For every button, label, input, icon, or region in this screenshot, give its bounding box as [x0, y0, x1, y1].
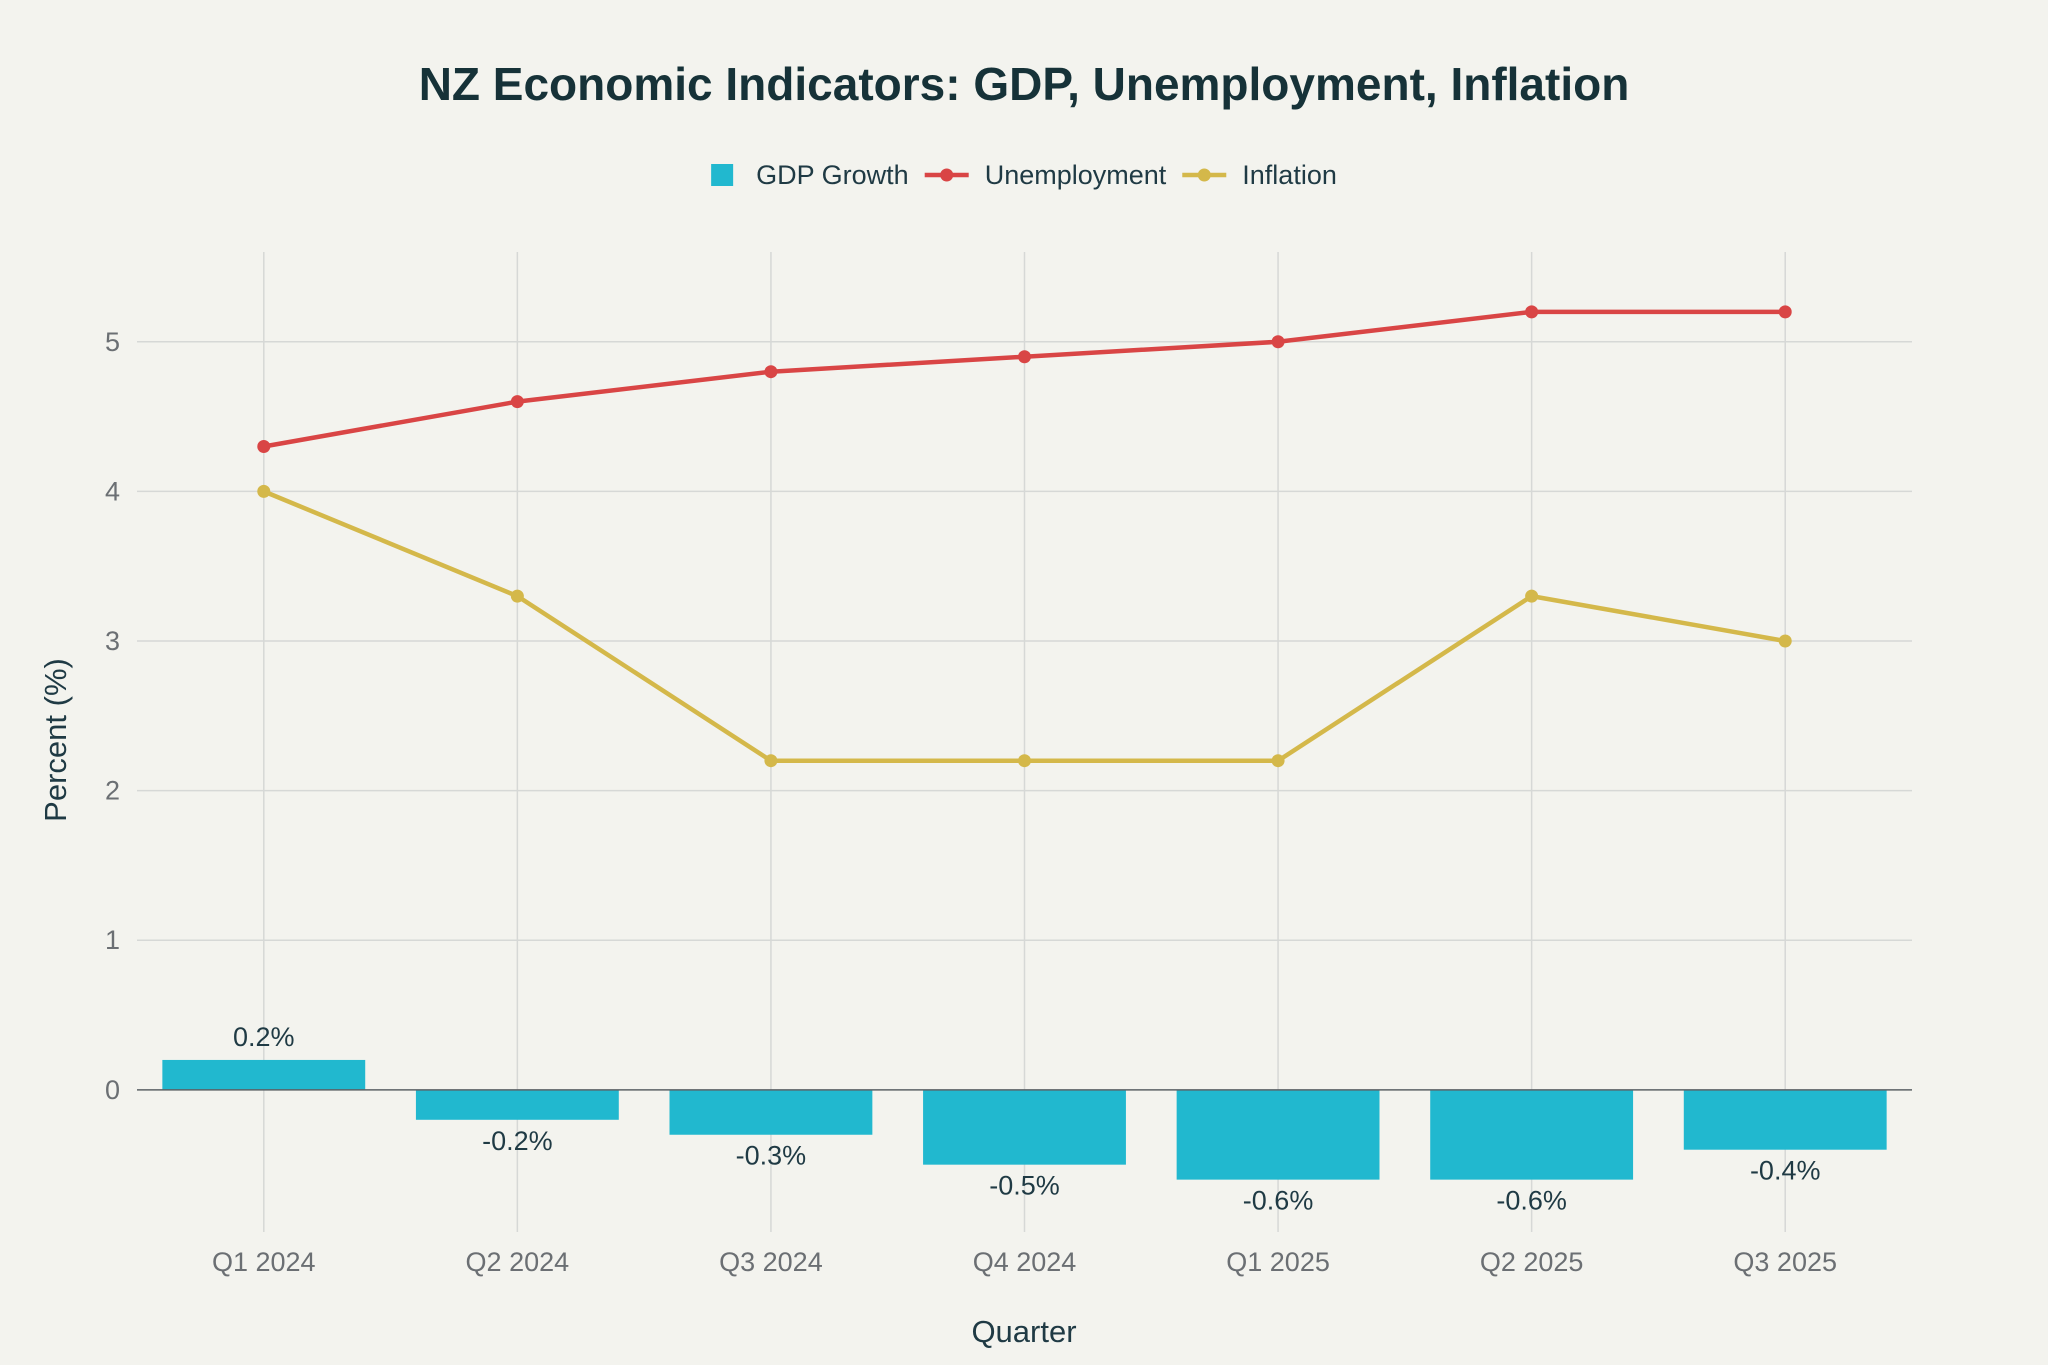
- unemployment-point: [257, 440, 271, 454]
- inflation-point: [1018, 754, 1031, 768]
- y-tick-label: 5: [105, 327, 120, 357]
- inflation-point: [510, 589, 524, 603]
- unemployment-series: [257, 305, 1792, 454]
- legend-swatch: [711, 164, 734, 186]
- gdp-bar-label: -0.2%: [482, 1126, 553, 1156]
- y-tick-label: 2: [105, 776, 120, 806]
- inflation-point: [257, 484, 271, 498]
- unemployment-point: [1018, 350, 1031, 364]
- x-tick-label: Q4 2024: [973, 1247, 1077, 1277]
- unemployment-point: [1271, 335, 1285, 349]
- gdp-bar: [1430, 1089, 1634, 1180]
- x-tick-label: Q2 2024: [466, 1247, 570, 1277]
- legend-label: Unemployment: [985, 160, 1167, 190]
- x-axis-title: Quarter: [971, 1314, 1076, 1349]
- y-tick-label: 0: [105, 1075, 120, 1105]
- inflation-point: [764, 754, 778, 768]
- legend-swatch-point: [940, 168, 954, 182]
- gdp-bar: [1683, 1089, 1887, 1150]
- gdp-bar-label: -0.6%: [1243, 1186, 1314, 1216]
- legend-item-unemployment: Unemployment: [924, 160, 1167, 190]
- x-tick-label: Q1 2025: [1226, 1247, 1330, 1277]
- gdp-bar-label: -0.6%: [1496, 1186, 1567, 1216]
- x-tick-label: Q3 2024: [719, 1247, 823, 1277]
- legend-item-gdp-growth: GDP Growth: [711, 160, 909, 190]
- x-tick-label: Q3 2025: [1733, 1247, 1837, 1277]
- gdp-bar-label: -0.5%: [989, 1171, 1060, 1201]
- chart-title: NZ Economic Indicators: GDP, Unemploymen…: [419, 58, 1630, 110]
- legend-item-inflation: Inflation: [1182, 160, 1337, 190]
- inflation-point: [1525, 589, 1539, 603]
- y-axis-title: Percent (%): [38, 658, 73, 822]
- gdp-bar: [162, 1059, 366, 1090]
- gdp-bar: [923, 1089, 1126, 1165]
- gdp-bar: [1176, 1089, 1380, 1180]
- gdp-bars: [162, 1059, 1887, 1180]
- line-series: [257, 305, 1792, 768]
- y-axis-ticks: 0 1 2 3 4 5: [105, 327, 120, 1105]
- legend-swatch-point: [1197, 168, 1211, 182]
- gdp-bar-labels: 0.2% -0.2% -0.3% -0.5% -0.6% -0.6% -0.4%: [233, 1022, 1820, 1216]
- y-tick-label: 4: [105, 476, 120, 506]
- gdp-bar-label: -0.3%: [736, 1141, 807, 1171]
- grid: [137, 252, 1912, 1232]
- inflation-series: [257, 484, 1792, 768]
- x-tick-label: Q2 2025: [1480, 1247, 1584, 1277]
- legend-label: Inflation: [1242, 160, 1337, 190]
- gdp-bar-label: -0.4%: [1750, 1156, 1821, 1186]
- gdp-bar: [415, 1089, 619, 1120]
- inflation-point: [1778, 634, 1792, 648]
- unemployment-point: [764, 365, 778, 379]
- legend: GDP Growth Unemployment Inflation: [711, 160, 1337, 190]
- inflation-point: [1271, 754, 1285, 768]
- legend-label: GDP Growth: [756, 160, 909, 190]
- unemployment-point: [510, 395, 524, 409]
- gdp-bar: [669, 1089, 873, 1135]
- unemployment-point: [1778, 305, 1792, 319]
- x-tick-label: Q1 2024: [212, 1247, 316, 1277]
- y-tick-label: 3: [105, 626, 120, 656]
- x-axis-ticks: Q1 2024 Q2 2024 Q3 2024 Q4 2024 Q1 2025 Q2 20…: [212, 1247, 1837, 1277]
- y-tick-label: 1: [105, 925, 120, 955]
- gdp-bar-label: 0.2%: [233, 1022, 295, 1052]
- unemployment-point: [1525, 305, 1539, 319]
